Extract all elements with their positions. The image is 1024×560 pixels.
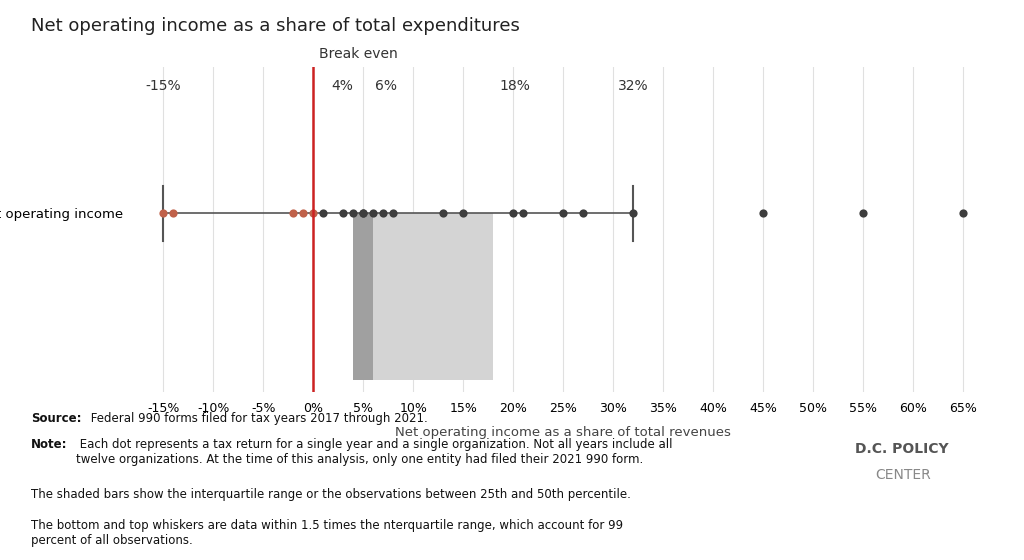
Point [365,209,381,218]
Text: 18%: 18% [499,79,530,93]
Point [755,209,771,218]
Point [295,209,311,218]
Bar [353,213,494,380]
Text: -15%: -15% [145,79,181,93]
Point [955,209,972,218]
Text: CENTER: CENTER [876,468,931,482]
Point [455,209,471,218]
Text: Each dot represents a tax return for a single year and a single organization. No: Each dot represents a tax return for a s… [76,438,673,466]
Text: Note:: Note: [31,438,68,451]
Point [515,209,531,218]
Point [505,209,521,218]
Text: Break even: Break even [319,46,398,60]
Point [375,209,391,218]
X-axis label: Net operating income as a share of total revenues: Net operating income as a share of total… [395,426,731,439]
Text: Federal 990 forms filed for tax years 2017 through 2021.: Federal 990 forms filed for tax years 20… [87,412,428,424]
Point [555,209,571,218]
Point [345,209,361,218]
Bar [353,213,373,380]
Point [625,209,641,218]
Point [285,209,301,218]
Text: Net operating income as a share of total expenditures: Net operating income as a share of total… [31,17,519,35]
Point [575,209,592,218]
Point [355,209,372,218]
Point [305,209,322,218]
Point [335,209,351,218]
Point [435,209,452,218]
Point [155,209,171,218]
Text: D.C. POLICY: D.C. POLICY [855,442,948,456]
Text: The bottom and top whiskers are data within 1.5 times the nterquartile range, wh: The bottom and top whiskers are data wit… [31,519,623,547]
Text: 4%: 4% [332,79,353,93]
Text: 32%: 32% [617,79,648,93]
Point [315,209,332,218]
Point [165,209,181,218]
Text: The shaded bars show the interquartile range or the observations between 25th an: The shaded bars show the interquartile r… [31,488,631,501]
Text: Source:: Source: [31,412,81,424]
Point [855,209,871,218]
Point [385,209,401,218]
Text: 6%: 6% [375,79,397,93]
Point [355,209,372,218]
